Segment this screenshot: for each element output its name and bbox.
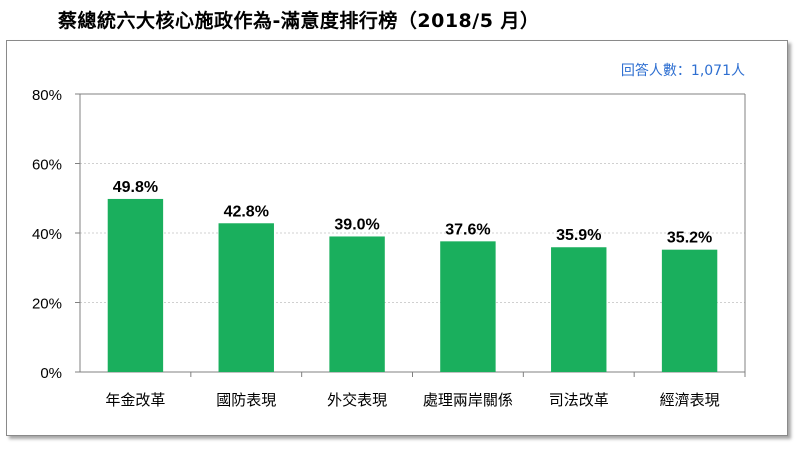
category-label: 國防表現 — [216, 391, 276, 409]
y-tick-label: 0% — [40, 365, 62, 382]
value-label: 39.0% — [334, 216, 379, 233]
respondents-note: 回答人數：1,071人 — [621, 62, 745, 79]
category-label: 經濟表現 — [660, 391, 720, 409]
y-tick-label: 20% — [32, 296, 62, 313]
category-labels: 年金改革 國防表現 外交表現 處理兩岸關係 司法改革 經濟表現 — [105, 391, 719, 409]
category-label: 外交表現 — [327, 391, 387, 409]
bar — [107, 198, 164, 372]
bar — [661, 249, 718, 372]
value-label: 37.6% — [445, 221, 490, 238]
bar — [551, 247, 607, 372]
bar — [218, 223, 274, 372]
gridlines — [80, 93, 745, 303]
bar — [440, 241, 496, 372]
category-label: 司法改革 — [549, 391, 609, 409]
value-label: 42.8% — [224, 203, 269, 220]
value-labels: 49.8% 42.8% 39.0% 37.6% 35.9% 35.2% — [113, 179, 713, 247]
y-tick-label: 40% — [32, 226, 62, 243]
category-label: 年金改革 — [105, 391, 165, 409]
bars — [107, 198, 718, 372]
category-label: 處理兩岸關係 — [423, 391, 513, 409]
y-tick-label: 60% — [32, 157, 62, 174]
value-label: 49.8% — [113, 179, 158, 196]
axes — [75, 93, 746, 377]
value-label: 35.9% — [556, 227, 601, 244]
value-label: 35.2% — [667, 230, 712, 247]
y-tick-label: 80% — [32, 87, 62, 104]
y-tick-labels: 0% 20% 40% 60% 80% — [32, 87, 62, 382]
bar — [329, 236, 385, 372]
chart-title: 蔡總統六大核心施政作為-滿意度排行榜（2018/5 月） — [58, 10, 540, 32]
